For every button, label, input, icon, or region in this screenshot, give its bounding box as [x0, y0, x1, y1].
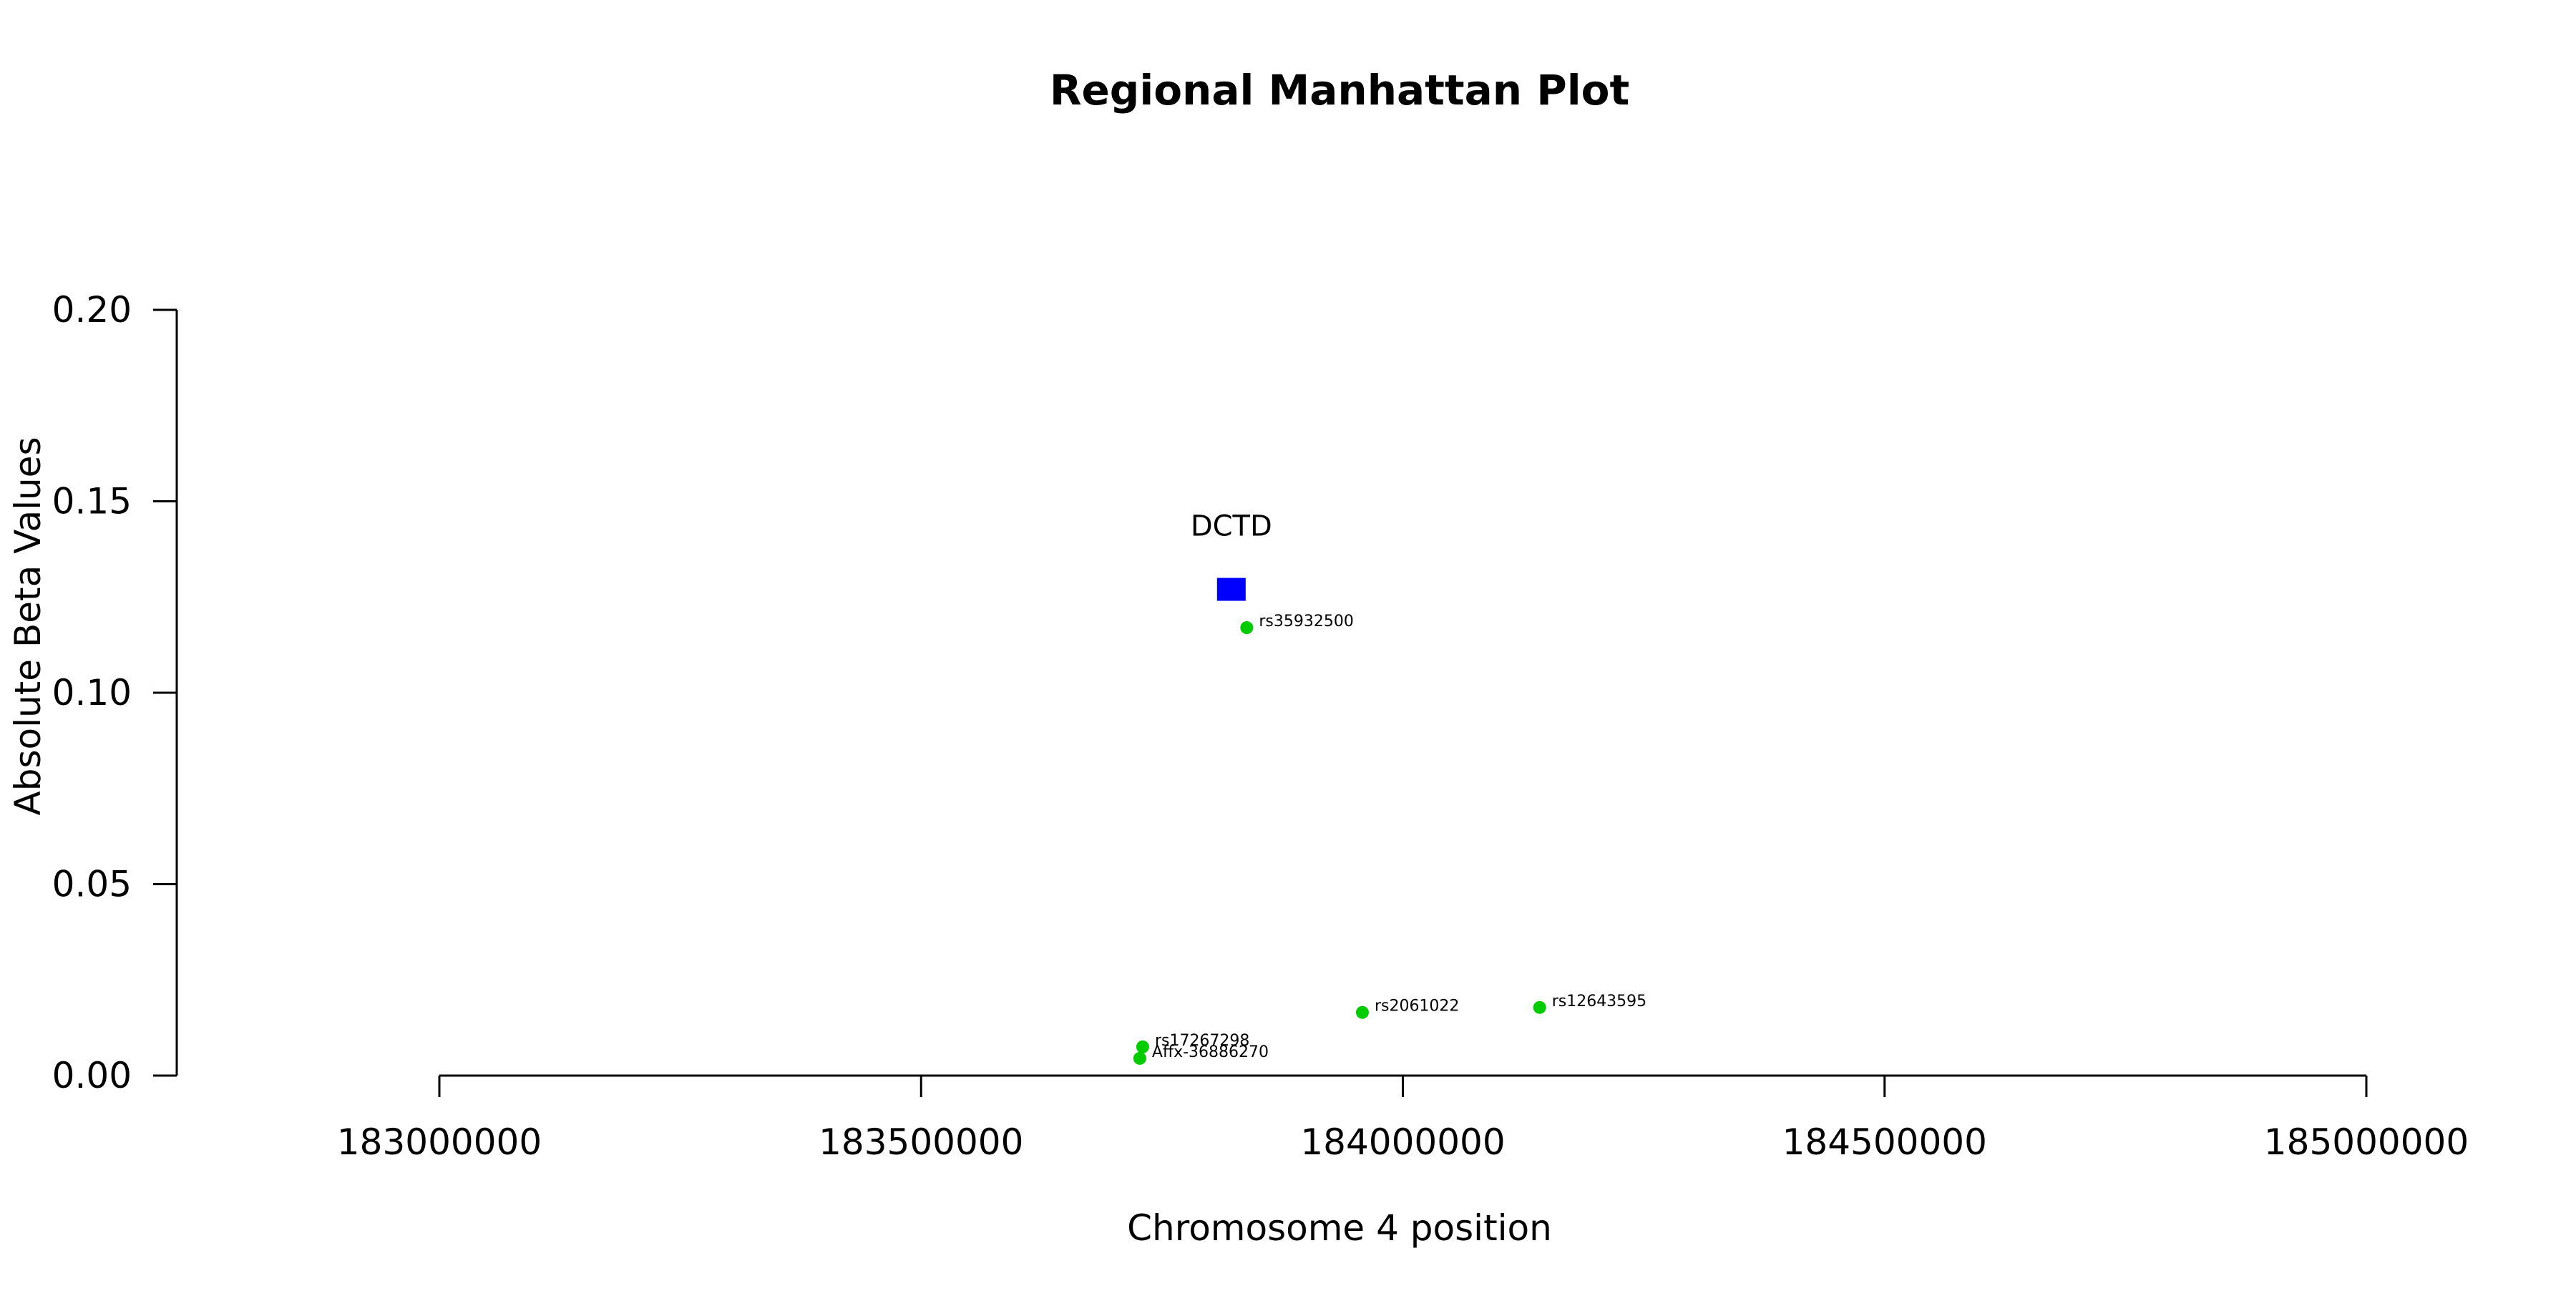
gene-label: DCTD	[1191, 510, 1272, 543]
y-tick-label: 0.20	[52, 289, 132, 331]
y-tick-label: 0.00	[52, 1055, 132, 1096]
x-tick-label: 185000000	[2264, 1121, 2469, 1163]
x-tick-label: 183500000	[819, 1121, 1023, 1163]
x-axis-ticks: 183000000 183500000 184000000 184500000 1850…	[337, 1076, 2469, 1163]
x-axis-label: Chromosome 4 position	[1127, 1207, 1552, 1249]
y-tick-label: 0.05	[52, 864, 132, 905]
y-tick-label: 0.15	[52, 481, 132, 522]
gene-marker-dctd	[1216, 578, 1246, 601]
snp-point	[1136, 1040, 1149, 1053]
snp-point	[1355, 1005, 1369, 1019]
y-tick-label: 0.10	[52, 672, 132, 713]
snp-label: Affx-36886270	[1152, 1043, 1269, 1061]
snp-label: rs2061022	[1375, 998, 1460, 1015]
snp-label: rs12643595	[1552, 993, 1646, 1010]
snp-point	[1133, 1051, 1146, 1065]
snp-label: rs35932500	[1259, 613, 1353, 630]
y-axis-ticks: 0.00 0.05 0.10 0.15 0.20	[52, 289, 177, 1096]
chart-title: Regional Manhattan Plot	[1050, 66, 1629, 115]
y-axis-label: Absolute Beta Values	[7, 437, 49, 816]
snp-point	[1533, 1000, 1546, 1014]
x-tick-label: 183000000	[337, 1121, 542, 1163]
x-tick-label: 184500000	[1782, 1121, 1987, 1163]
snp-label: rs17267298	[1155, 1032, 1249, 1050]
snp-point	[1240, 621, 1254, 635]
x-tick-label: 184000000	[1300, 1121, 1505, 1163]
